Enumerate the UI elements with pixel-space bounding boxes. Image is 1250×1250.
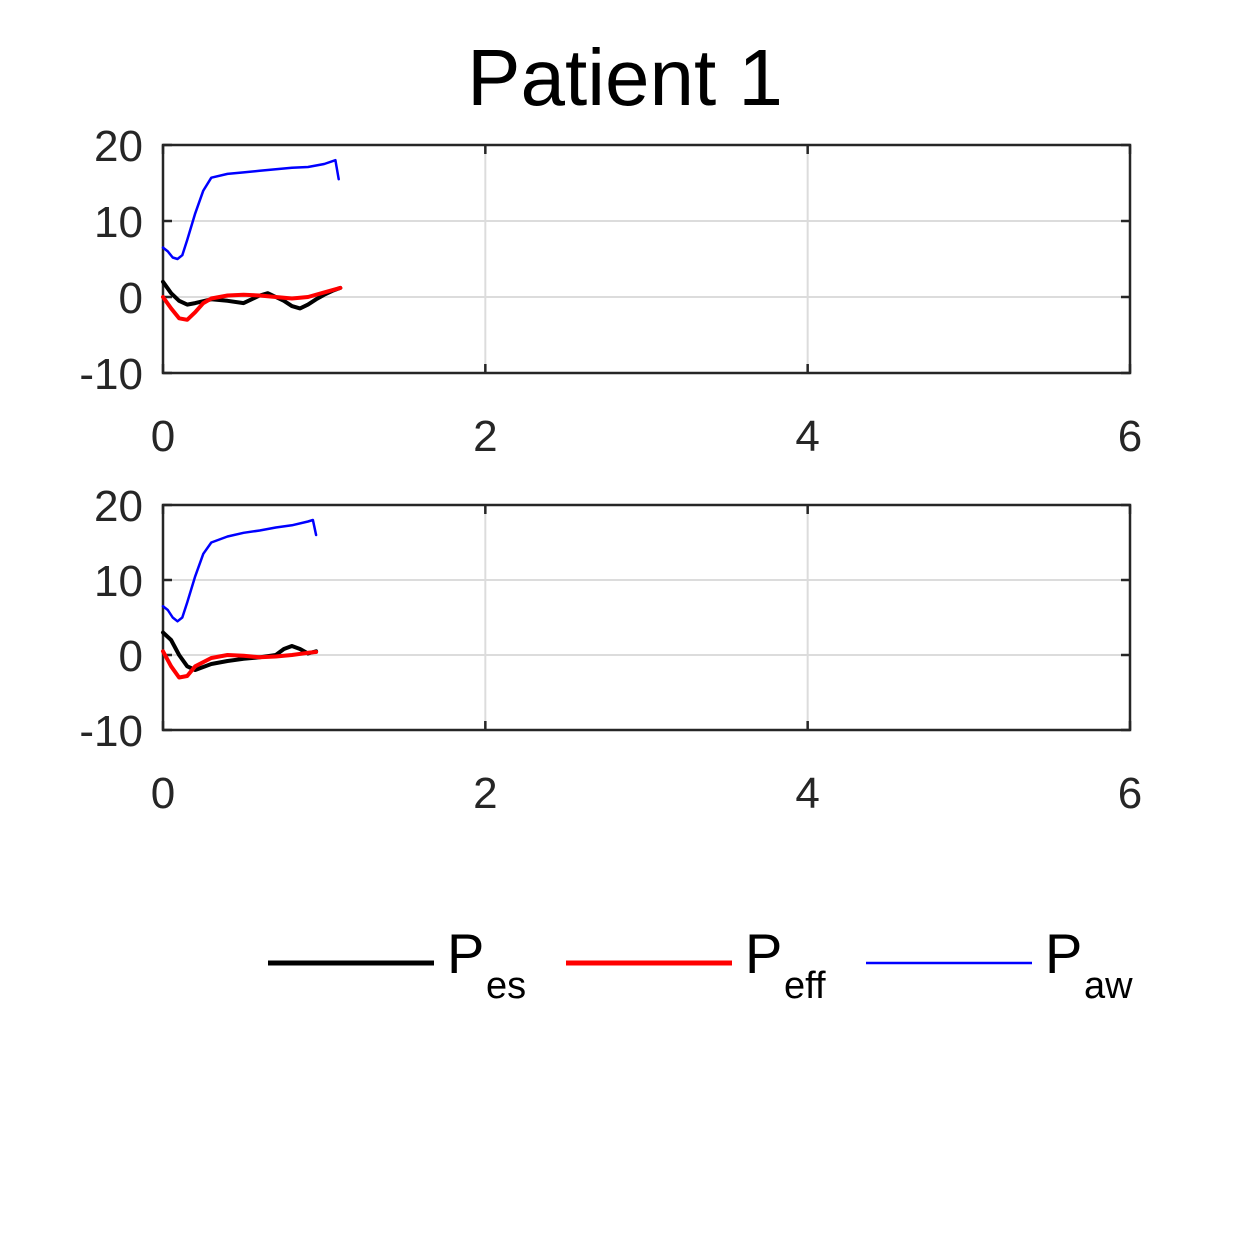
x-tick-label: 0	[151, 412, 175, 461]
series-line-paw	[161, 518, 318, 623]
legend-label-aw: P	[1045, 922, 1082, 985]
x-tick-label: 4	[795, 412, 819, 461]
legend-label-eff: P	[745, 922, 782, 985]
y-tick-label: 0	[119, 274, 143, 323]
legend-subscript-eff: eff	[784, 965, 826, 1007]
x-tick-label: 2	[473, 769, 497, 818]
series-line-paw	[161, 158, 340, 261]
series-line-pes	[161, 630, 319, 672]
y-tick-label: -10	[79, 707, 143, 756]
legend-subscript-es: es	[486, 965, 526, 1007]
x-tick-label: 6	[1118, 769, 1142, 818]
chart-title: Patient 1	[467, 33, 783, 122]
legend-subscript-aw: aw	[1084, 965, 1133, 1007]
x-tick-label: 2	[473, 412, 497, 461]
series-line-pes	[161, 279, 343, 311]
x-tick-label: 0	[151, 769, 175, 818]
axes-frame	[161, 503, 1132, 732]
y-tick-label: 0	[119, 632, 143, 681]
x-tick-label: 6	[1118, 412, 1142, 461]
y-tick-label: 20	[94, 122, 143, 171]
y-tick-label: 10	[94, 198, 143, 247]
legend-label-es: P	[447, 922, 484, 985]
series-line-peff	[161, 649, 319, 680]
y-tick-label: -10	[79, 350, 143, 399]
y-tick-label: 10	[94, 557, 143, 606]
series-line-peff	[161, 285, 343, 322]
y-tick-label: 20	[94, 482, 143, 531]
x-tick-label: 4	[795, 769, 819, 818]
axes-frame	[161, 143, 1132, 375]
